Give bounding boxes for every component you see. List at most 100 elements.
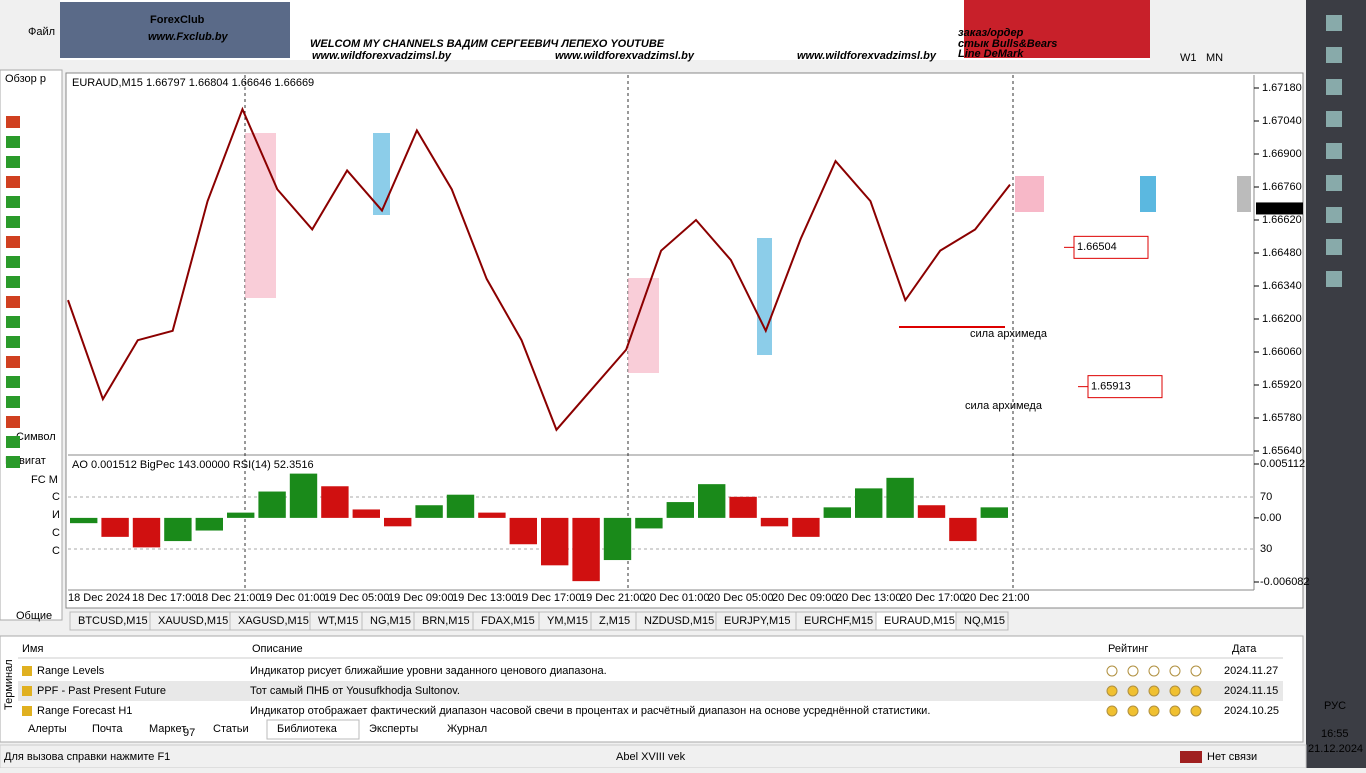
time-label: 19 Dec 13:00 xyxy=(452,592,517,604)
symbol-icon xyxy=(6,376,20,388)
ao-bar xyxy=(792,517,820,537)
symbol-icon xyxy=(6,316,20,328)
symbol-icon xyxy=(6,276,20,288)
symbol-tab-label: XAGUSD,M15 xyxy=(238,615,309,627)
symbol-tab-label: WT,M15 xyxy=(318,615,358,627)
symbol-icon xyxy=(6,236,20,248)
row-date: 2024.10.25 xyxy=(1224,705,1279,717)
symbol-icon xyxy=(6,456,20,468)
banner-photo xyxy=(60,2,290,58)
row-highlight xyxy=(18,681,1283,701)
price-tick-label: 1.66760 xyxy=(1262,181,1302,193)
symbol-tab-label: FDAX,M15 xyxy=(481,615,535,627)
ao-bar xyxy=(886,477,914,518)
rating-star xyxy=(1148,705,1160,717)
ao-bar xyxy=(70,517,98,524)
time-label: 20 Dec 17:00 xyxy=(900,592,965,604)
column-header: Имя xyxy=(22,643,43,655)
ao-bar xyxy=(478,512,506,518)
taskbar-icon xyxy=(1326,15,1342,31)
rating-star xyxy=(1190,705,1202,717)
ao-bar xyxy=(289,473,318,518)
symbol-icon xyxy=(6,216,20,228)
symbol-tab-label: EURCHF,M15 xyxy=(804,615,873,627)
taskbar-icon xyxy=(1326,47,1342,63)
taskbar-icon xyxy=(1326,239,1342,255)
taskbar-date: 21.12.2024 xyxy=(1308,743,1363,755)
ao-bar xyxy=(949,517,977,542)
taskbar-icon xyxy=(1326,271,1342,287)
symbol-icon xyxy=(6,256,20,268)
rating-star xyxy=(1106,705,1118,717)
ao-bar xyxy=(509,517,537,545)
chart-header: EURAUD,M15 1.66797 1.66804 1.66646 1.666… xyxy=(72,77,314,89)
column-header: Рейтинг xyxy=(1108,643,1148,655)
tree-item: C xyxy=(52,545,60,557)
connection-icon xyxy=(1180,751,1202,763)
symbol-icon xyxy=(6,156,20,168)
panel-tab: Общие xyxy=(16,610,52,622)
column-header: Описание xyxy=(252,643,303,655)
price-tick-label: 1.65780 xyxy=(1262,412,1302,424)
terminal-tab[interactable]: Библиотека xyxy=(277,723,338,735)
banner-flag xyxy=(964,0,1150,58)
ao-bar xyxy=(917,505,946,518)
level-box xyxy=(1087,375,1163,399)
banner-note: стык Bulls&Bears xyxy=(958,38,1057,50)
rating-star xyxy=(1169,705,1181,717)
symbol-tab-label: BRN,M15 xyxy=(422,615,470,627)
ao-bar xyxy=(101,517,129,537)
price-tick-label: 1.65640 xyxy=(1262,445,1302,457)
zone-box xyxy=(1237,176,1251,212)
terminal-tab[interactable]: Эксперты xyxy=(369,723,418,735)
symbol-tab-label: EURJPY,M15 xyxy=(724,615,790,627)
menu-item: Файл xyxy=(28,26,55,38)
banner-link: www.wildforexvadzimsl.by xyxy=(555,50,695,62)
time-label: 18 Dec 2024 xyxy=(68,592,130,604)
symbol-icon xyxy=(6,336,20,348)
row-date: 2024.11.15 xyxy=(1224,685,1278,697)
row-name: Range Levels xyxy=(37,665,105,677)
rsi-level-label: 30 xyxy=(1260,543,1272,555)
annotation: сила архимеда xyxy=(970,328,1048,340)
rating-star xyxy=(1127,705,1139,717)
symbol-icon xyxy=(6,176,20,188)
zone-box xyxy=(757,238,772,355)
level-box xyxy=(1073,235,1149,259)
symbol-icon xyxy=(6,196,20,208)
annotation: сила архимеда xyxy=(965,400,1043,412)
symbol-tab-label: BTCUSD,M15 xyxy=(78,615,148,627)
price-tick-label: 1.65920 xyxy=(1262,379,1302,391)
row-icon xyxy=(22,706,32,716)
symbol-icon xyxy=(6,396,20,408)
symbol-tab[interactable] xyxy=(955,611,1009,631)
terminal-tab[interactable]: Журнал xyxy=(447,723,487,735)
status-help: Для вызова справки нажмите F1 xyxy=(4,751,170,763)
banner-headline: WELCOM MY CHANNELS ВАДИМ СЕРГЕЕВИЧ ЛЕПЕХ… xyxy=(310,38,665,50)
price-tick-label: 1.66480 xyxy=(1262,247,1302,259)
terminal-tab[interactable]: Алерты xyxy=(28,723,67,735)
ao-bar xyxy=(384,517,412,527)
price-tick-label: 1.67040 xyxy=(1262,115,1302,127)
level-label: 1.66504 xyxy=(1077,241,1117,253)
timeframe-button: W1 xyxy=(1180,52,1197,64)
taskbar-icon xyxy=(1326,79,1342,95)
banner-link: www.wildforexvadzimsl.by xyxy=(797,50,937,62)
ao-bar xyxy=(321,486,349,518)
rating-star xyxy=(1169,665,1181,677)
price-tick-label: 1.66340 xyxy=(1262,280,1302,292)
terminal-tab[interactable]: Почта xyxy=(92,723,123,735)
time-label: 18 Dec 17:00 xyxy=(132,592,197,604)
current-price-box xyxy=(1256,202,1303,215)
ao-bar xyxy=(635,517,663,529)
terminal-tab[interactable]: Маркет xyxy=(149,723,186,735)
ao-bar xyxy=(195,517,223,531)
zone-box xyxy=(245,133,276,298)
banner-logo: ForexClub xyxy=(150,14,205,26)
terminal-tab[interactable]: Статьи xyxy=(213,723,249,735)
rating-star xyxy=(1148,665,1160,677)
tree-item: И xyxy=(52,509,60,521)
row-name: Range Forecast H1 xyxy=(37,705,132,717)
tree-item: C xyxy=(52,527,60,539)
